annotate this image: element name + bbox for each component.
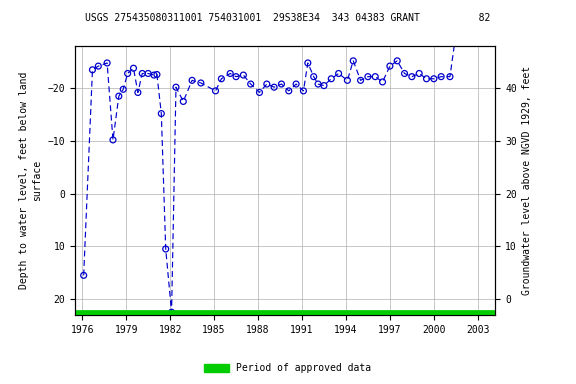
Point — [299, 88, 308, 94]
Point — [319, 83, 328, 89]
Point — [187, 77, 196, 83]
Point — [123, 70, 132, 76]
Point — [79, 272, 88, 278]
Point — [327, 76, 336, 82]
Point — [429, 76, 438, 82]
Point — [400, 70, 409, 76]
Point — [119, 86, 128, 93]
Point — [363, 74, 373, 80]
Point — [393, 58, 402, 64]
Point — [152, 71, 161, 78]
Point — [143, 70, 153, 76]
Point — [385, 63, 395, 69]
Point — [167, 309, 176, 315]
Point — [457, 18, 466, 24]
Point — [445, 74, 454, 80]
Point — [464, 31, 473, 38]
Text: USGS 275435080311001 754031001  29S38E34  343 04383 GRANT          82: USGS 275435080311001 754031001 29S38E34 … — [85, 13, 491, 23]
Point — [226, 70, 235, 76]
Point — [217, 76, 226, 82]
Point — [309, 74, 319, 80]
Point — [94, 63, 103, 69]
Point — [437, 74, 446, 80]
Point — [476, 25, 486, 31]
Point — [348, 58, 358, 64]
Legend: Period of approved data: Period of approved data — [200, 359, 376, 377]
Point — [239, 72, 248, 78]
Point — [232, 74, 241, 80]
Point — [157, 111, 166, 117]
Point — [108, 137, 118, 143]
Point — [422, 76, 431, 82]
Point — [313, 81, 323, 87]
Point — [133, 89, 142, 96]
Point — [88, 67, 97, 73]
Point — [179, 98, 188, 104]
Point — [262, 81, 271, 87]
Point — [211, 88, 220, 94]
Point — [196, 80, 206, 86]
Point — [114, 93, 123, 99]
Point — [161, 246, 170, 252]
Point — [255, 89, 264, 96]
Y-axis label: Groundwater level above NGVD 1929, feet: Groundwater level above NGVD 1929, feet — [522, 66, 532, 295]
Point — [415, 70, 424, 76]
Point — [138, 70, 147, 76]
Point — [482, 26, 491, 32]
Point — [277, 81, 286, 87]
Point — [334, 70, 343, 76]
Point — [356, 77, 365, 83]
Point — [246, 81, 255, 87]
Point — [149, 72, 158, 78]
Point — [172, 84, 181, 90]
Point — [284, 88, 293, 94]
Point — [378, 79, 387, 85]
Point — [103, 60, 112, 66]
Point — [343, 77, 352, 83]
Point — [129, 65, 138, 71]
Point — [407, 74, 416, 80]
Point — [451, 31, 460, 38]
Y-axis label: Depth to water level, feet below land
surface: Depth to water level, feet below land su… — [19, 72, 42, 289]
Point — [470, 23, 479, 29]
Point — [370, 74, 380, 80]
Point — [291, 81, 301, 87]
Point — [270, 84, 279, 90]
Point — [303, 60, 312, 66]
